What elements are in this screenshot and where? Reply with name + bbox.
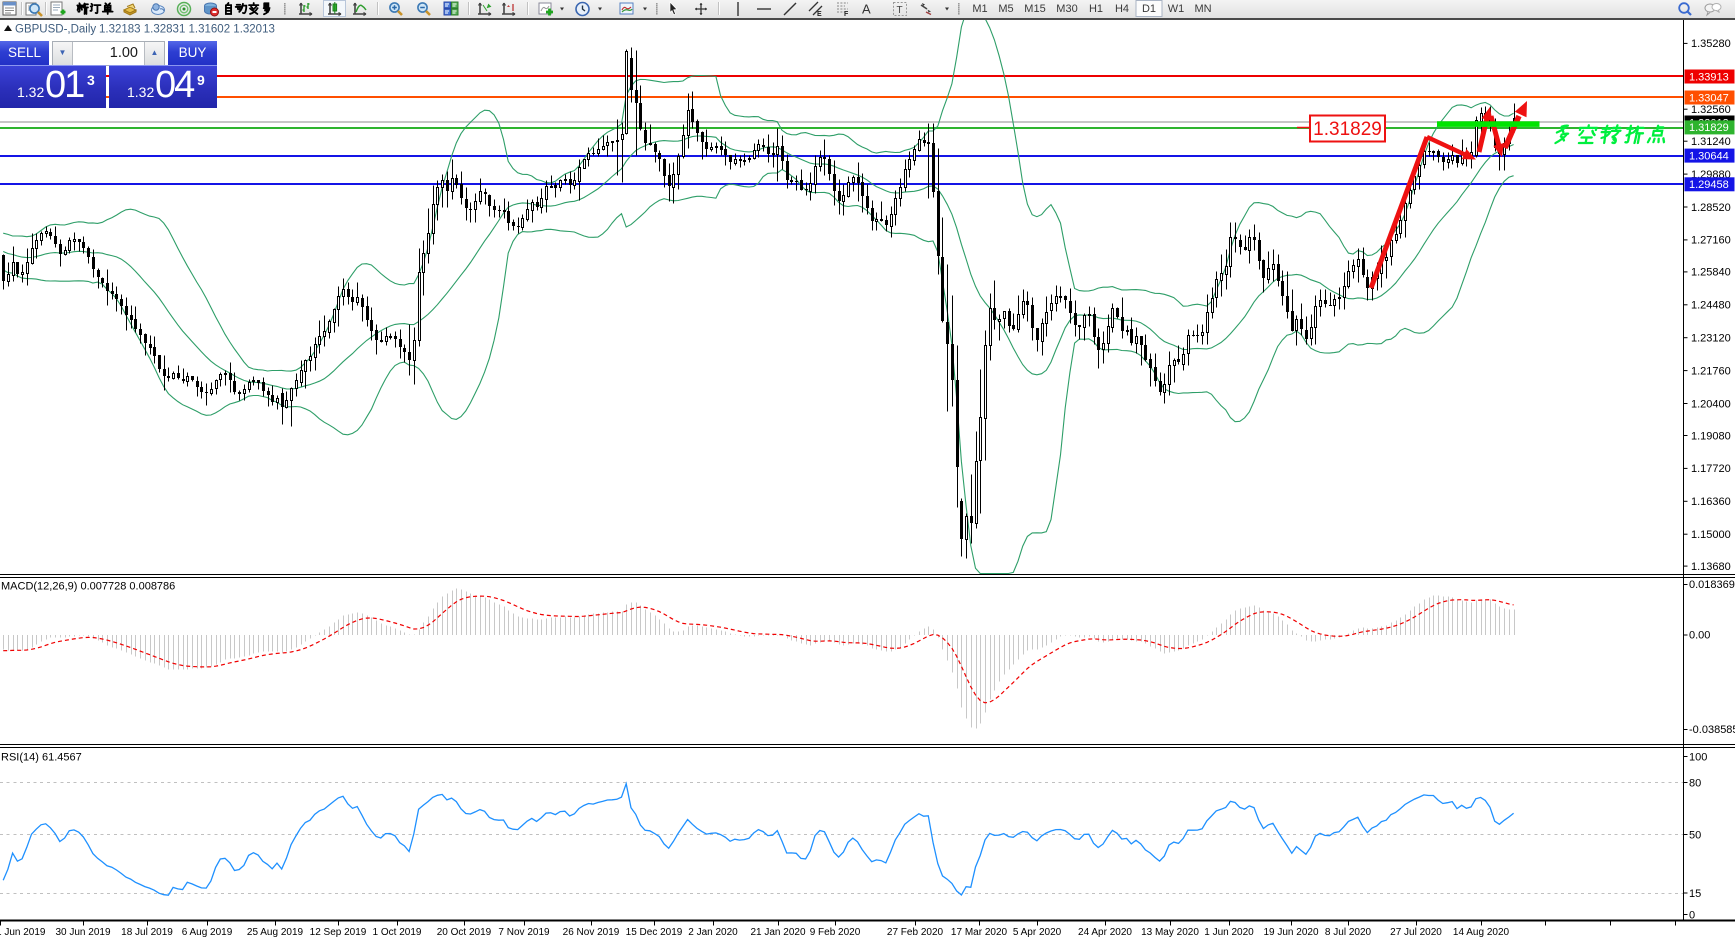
svg-text:A: A xyxy=(862,2,871,17)
svg-text:E: E xyxy=(817,11,822,18)
svg-text:1 Jun 2019: 1 Jun 2019 xyxy=(0,927,46,938)
svg-text:21 Jan 2020: 21 Jan 2020 xyxy=(750,927,805,938)
svg-text:0: 0 xyxy=(1689,910,1695,922)
svg-text:M1: M1 xyxy=(972,3,987,15)
svg-text:12 Sep 2019: 12 Sep 2019 xyxy=(310,927,367,938)
svg-text:1 Oct 2019: 1 Oct 2019 xyxy=(373,927,422,938)
svg-text:18 Jul 2019: 18 Jul 2019 xyxy=(121,927,173,938)
svg-text:1.28520: 1.28520 xyxy=(1691,202,1731,214)
svg-text:1.24480: 1.24480 xyxy=(1691,300,1731,312)
svg-text:1.29458: 1.29458 xyxy=(1689,179,1729,191)
svg-text:19 Jun 2020: 19 Jun 2020 xyxy=(1263,927,1318,938)
svg-text:1.25840: 1.25840 xyxy=(1691,267,1731,279)
svg-text:D1: D1 xyxy=(1142,3,1156,15)
svg-text:1.23120: 1.23120 xyxy=(1691,333,1731,345)
svg-text:1.33913: 1.33913 xyxy=(1689,71,1729,83)
svg-text:F: F xyxy=(844,11,849,18)
svg-text:1.35280: 1.35280 xyxy=(1691,38,1731,50)
svg-text:1.16360: 1.16360 xyxy=(1691,496,1731,508)
svg-text:M5: M5 xyxy=(998,3,1013,15)
svg-text:1.30644: 1.30644 xyxy=(1689,150,1729,162)
svg-text:1.17720: 1.17720 xyxy=(1691,463,1731,475)
svg-text:H4: H4 xyxy=(1115,3,1129,15)
svg-text:1.32183 1.32831 1.31602 1.3201: 1.32183 1.32831 1.31602 1.32013 xyxy=(99,24,275,36)
svg-text:M15: M15 xyxy=(1024,3,1045,15)
svg-text:24 Apr 2020: 24 Apr 2020 xyxy=(1078,927,1132,938)
svg-text:MACD(12,26,9) 0.007728 0.00878: MACD(12,26,9) 0.007728 0.008786 xyxy=(1,581,175,593)
svg-text:20 Oct 2019: 20 Oct 2019 xyxy=(437,927,492,938)
svg-text:26 Nov 2019: 26 Nov 2019 xyxy=(563,927,620,938)
svg-text:100: 100 xyxy=(1689,752,1707,764)
svg-text:7 Nov 2019: 7 Nov 2019 xyxy=(498,927,550,938)
svg-text:1.32560: 1.32560 xyxy=(1691,104,1731,116)
svg-text:1.27160: 1.27160 xyxy=(1691,235,1731,247)
svg-text:W1: W1 xyxy=(1168,3,1185,15)
svg-text:9 Feb 2020: 9 Feb 2020 xyxy=(810,927,861,938)
svg-text:0.018369: 0.018369 xyxy=(1689,579,1735,591)
svg-text:17 Mar 2020: 17 Mar 2020 xyxy=(951,927,1008,938)
svg-text:15: 15 xyxy=(1689,888,1701,900)
svg-text:RSI(14) 61.4567: RSI(14) 61.4567 xyxy=(1,752,82,764)
svg-text:1 Jun 2020: 1 Jun 2020 xyxy=(1204,927,1254,938)
svg-text:-0.038585: -0.038585 xyxy=(1689,724,1735,736)
svg-text:27 Feb 2020: 27 Feb 2020 xyxy=(887,927,944,938)
svg-text:MN: MN xyxy=(1194,3,1211,15)
svg-text:GBPUSD-,Daily: GBPUSD-,Daily xyxy=(15,24,96,36)
svg-text:M30: M30 xyxy=(1056,3,1077,15)
svg-text:50: 50 xyxy=(1689,830,1701,842)
svg-text:1.20400: 1.20400 xyxy=(1691,398,1731,410)
svg-text:1.31829: 1.31829 xyxy=(1313,119,1382,140)
svg-text:1.33047: 1.33047 xyxy=(1689,92,1729,104)
svg-text:1.19080: 1.19080 xyxy=(1691,430,1731,442)
svg-text:27 Jul 2020: 27 Jul 2020 xyxy=(1390,927,1442,938)
svg-text:H1: H1 xyxy=(1089,3,1103,15)
svg-text:5 Apr 2020: 5 Apr 2020 xyxy=(1013,927,1062,938)
svg-text:1.13680: 1.13680 xyxy=(1691,561,1731,573)
svg-text:80: 80 xyxy=(1689,778,1701,790)
svg-text:1.31829: 1.31829 xyxy=(1689,122,1729,134)
svg-text:15 Dec 2019: 15 Dec 2019 xyxy=(626,927,683,938)
svg-text:T: T xyxy=(897,5,903,16)
svg-text:0.00: 0.00 xyxy=(1689,630,1710,642)
svg-text:8 Jul 2020: 8 Jul 2020 xyxy=(1325,927,1372,938)
svg-text:25 Aug 2019: 25 Aug 2019 xyxy=(247,927,304,938)
svg-text:6 Aug 2019: 6 Aug 2019 xyxy=(182,927,233,938)
svg-text:30 Jun 2019: 30 Jun 2019 xyxy=(55,927,110,938)
svg-text:14 Aug 2020: 14 Aug 2020 xyxy=(1453,927,1510,938)
svg-text:13 May 2020: 13 May 2020 xyxy=(1141,927,1199,938)
svg-text:1.31240: 1.31240 xyxy=(1691,136,1731,148)
svg-text:1.21760: 1.21760 xyxy=(1691,365,1731,377)
svg-text:2 Jan 2020: 2 Jan 2020 xyxy=(688,927,738,938)
svg-text:1.15000: 1.15000 xyxy=(1691,529,1731,541)
